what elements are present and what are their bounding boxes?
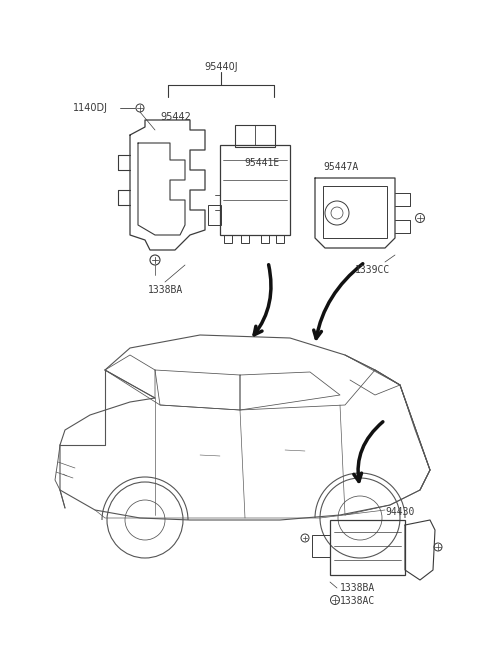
Bar [208,205,221,225]
Bar [224,235,232,243]
Bar [276,235,284,243]
Bar [330,520,405,575]
Bar [220,145,290,235]
Text: 95441E: 95441E [244,158,279,168]
Text: 1338AC: 1338AC [340,596,375,606]
Bar [312,535,330,557]
Text: 1338BA: 1338BA [148,285,183,295]
Bar [241,235,249,243]
Text: 95442: 95442 [160,112,191,122]
Bar [261,235,269,243]
Bar [235,125,275,147]
Text: 1140DJ: 1140DJ [73,103,108,113]
Text: 95440J: 95440J [204,62,238,72]
Text: 95447A: 95447A [323,162,358,172]
Text: 94430: 94430 [385,507,414,517]
Bar [323,186,387,238]
Text: 1339CC: 1339CC [355,265,390,275]
Text: 1338BA: 1338BA [340,583,375,593]
